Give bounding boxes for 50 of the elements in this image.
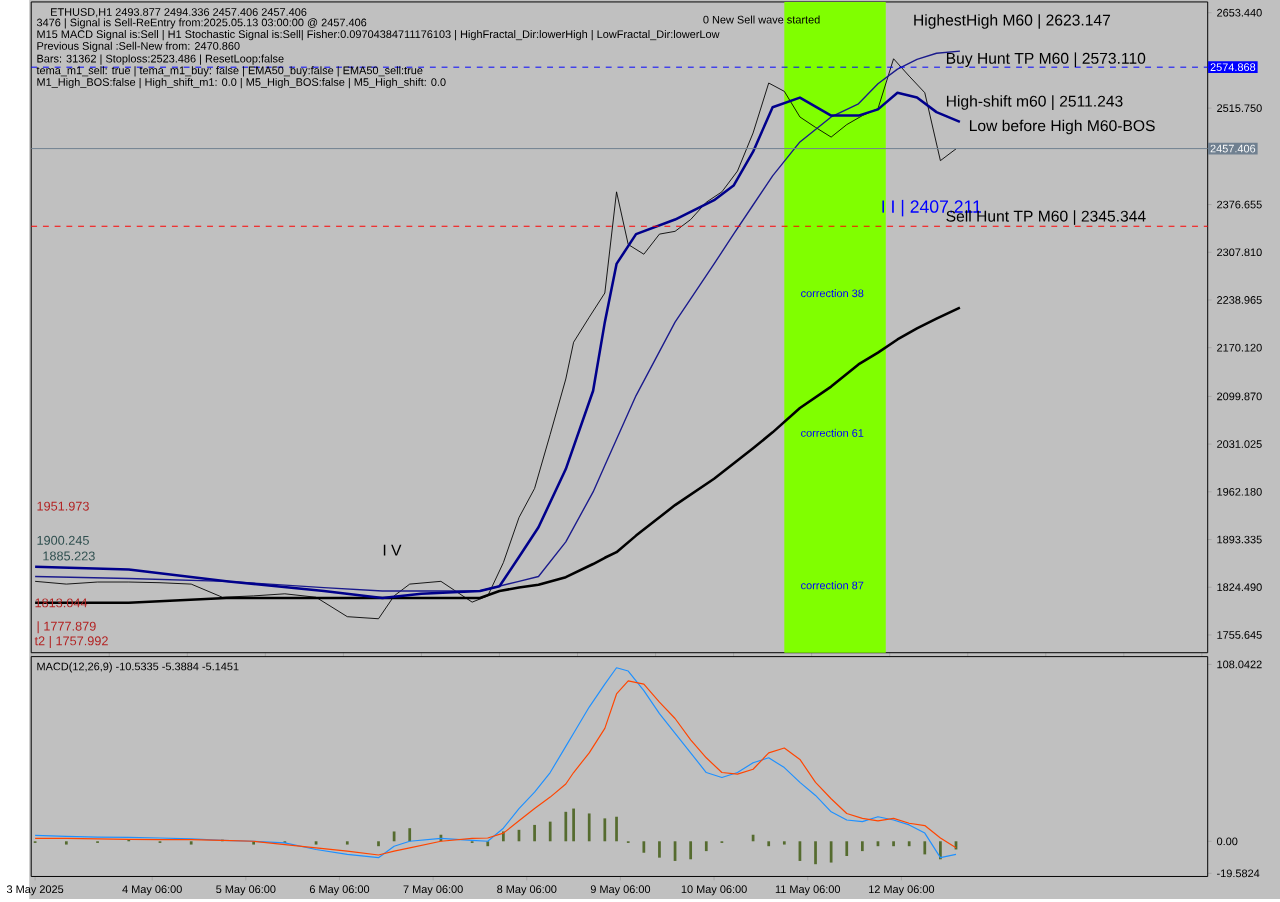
annotation: Bars: 31362 | Stoploss:2523.486 | ResetLoop:false: [37, 54, 284, 65]
x-tick-label: 7 May 06:00: [403, 885, 463, 896]
annotation: t2 | 1757.992: [34, 636, 108, 649]
y-tick-label: 1893.335: [1217, 535, 1262, 544]
annotation: 1885.223: [43, 551, 95, 561]
annotation: M15 MACD Signal is:Sell | H1 Stochastic Signal is:Sell| Fisher:0.09704384711176103 | HighFractal_Dir:lowerHigh | LowFractal_Dir:lowerLow: [37, 30, 720, 41]
chart-title: MACD(12,26,9) -10.5335 -5.3884 -5.1451: [37, 662, 239, 673]
annotation: I V: [383, 544, 402, 556]
y-tick-label: 0.00: [1216, 837, 1238, 846]
chart-title: ETHUSD,H1 2493.877 2494.336 2457.406 2457.406: [51, 8, 307, 18]
annotation: M1_High_BOS:false | High_shift_m1: 0.0 | M5_High_BOS:false | M5_High_shift: 0.0: [37, 78, 446, 89]
annotation: Previous Signal :Sell-New from: 2470.860: [37, 41, 240, 53]
annotation: HighestHigh M60 | 2623.147: [914, 14, 1111, 29]
annotation: correction 87: [801, 581, 864, 590]
annotation: 1951.973: [37, 501, 89, 511]
y-tick-label: 1962.180: [1217, 488, 1262, 496]
annotation: | 1777.879: [37, 621, 96, 634]
annotation: correction 61: [801, 428, 864, 437]
ref-line-label: 2574.868: [1210, 63, 1256, 72]
x-tick-label: 8 May 06:00: [497, 885, 557, 896]
annotation: 0 New Sell wave started: [703, 15, 820, 24]
y-tick-label: 2170.120: [1217, 343, 1262, 352]
y-tick-label: 2031.025: [1217, 440, 1262, 449]
x-tick-label: 11 May 06:00: [775, 885, 841, 896]
annotation: Buy Hunt TP M60 | 2573.110: [946, 52, 1146, 68]
y-tick-label: 2238.965: [1217, 296, 1262, 304]
y-tick-label: 2515.750: [1217, 104, 1262, 113]
annotation: High-shift m60 | 2511.243: [946, 95, 1123, 111]
y-tick-label: 2376.655: [1217, 200, 1262, 209]
x-tick-label: 10 May 06:00: [681, 885, 747, 896]
y-tick-label: -19.5824: [1217, 869, 1260, 878]
ref-line-label: 2457.406: [1210, 144, 1256, 153]
x-tick-label: 5 May 06:00: [216, 885, 276, 896]
annotation: Low before High M60-BOS: [969, 119, 1155, 135]
x-tick-label: 3 May 2025: [6, 885, 64, 896]
annotation: correction 38: [801, 289, 864, 298]
x-tick-label: 6 May 06:00: [309, 885, 370, 896]
annotation: 1900.245: [37, 535, 89, 545]
y-tick-label: 1824.490: [1217, 583, 1262, 592]
y-tick-label: 1755.645: [1217, 631, 1262, 639]
y-tick-label: 2307.810: [1217, 248, 1262, 257]
x-tick-label: 12 May 06:00: [869, 885, 935, 896]
y-tick-label: 2099.870: [1217, 392, 1262, 401]
x-tick-label: 4 May 06:00: [122, 885, 182, 896]
x-tick-label: 9 May 06:00: [590, 885, 651, 896]
y-tick-label: 108.0422: [1217, 660, 1262, 669]
y-tick-label: 2653.440: [1217, 8, 1262, 17]
annotation: 1813.044: [35, 598, 88, 608]
annotation: tema_m1_sell: true | tema_m1_buy: false | EMA50_buy:false | EMA50_sell:true: [36, 66, 423, 77]
annotation: 3476 | Signal is Sell-ReEntry from:2025.05.13 03:00:00 @ 2457.406: [36, 18, 367, 29]
